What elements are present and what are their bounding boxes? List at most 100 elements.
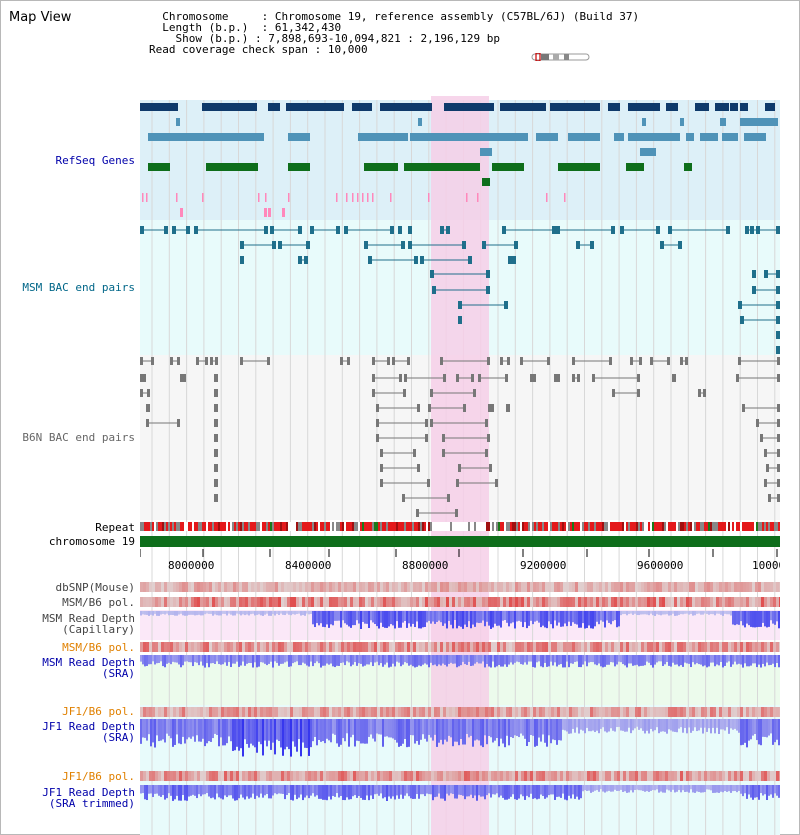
jf1-depth-sra-bar xyxy=(720,719,722,730)
msm-depth-sra-bar xyxy=(200,655,202,662)
repeat-block xyxy=(392,522,394,531)
dbsnp-heat xyxy=(167,582,170,592)
genome-map-plot[interactable]: 8000000840000088000009200000960000010000… xyxy=(140,96,780,835)
jf1-depth-sra-bar xyxy=(614,719,616,732)
jf1-pol2-heat xyxy=(653,771,656,781)
jf1-pol-heat xyxy=(497,707,500,717)
jf1-pol-heat xyxy=(212,707,215,717)
msm-pol2-heat xyxy=(710,642,713,652)
msm-pol2-heat xyxy=(698,642,701,652)
repeat-block xyxy=(532,522,534,531)
jf1-depth-trimmed-bar xyxy=(440,785,442,799)
msm-pol2-heat xyxy=(374,642,377,652)
jf1-depth-trimmed-bar xyxy=(562,785,564,794)
dbsnp-heat xyxy=(668,582,671,592)
jf1-pol2-heat xyxy=(542,771,545,781)
repeat-block xyxy=(466,522,468,531)
dbsnp-heat xyxy=(374,582,377,592)
jf1-pol-heat xyxy=(167,707,170,717)
jf1-depth-trimmed-bar xyxy=(230,785,232,796)
msm-pol2-heat xyxy=(473,642,476,652)
msm-pol-heat xyxy=(284,597,287,607)
jf1-pol-heat xyxy=(272,707,275,717)
repeat-block xyxy=(700,522,702,531)
jf1-pol-heat xyxy=(722,707,725,717)
msm-depth-capillary-bar xyxy=(370,611,372,621)
dbsnp-heat xyxy=(596,582,599,592)
msm-depth-capillary-bar xyxy=(546,611,548,629)
bac-end-marker xyxy=(512,256,516,264)
msm-pol-heat xyxy=(488,597,491,607)
bac-end-marker xyxy=(306,241,310,249)
repeat-block xyxy=(748,522,750,531)
msm-depth-capillary-bar xyxy=(512,611,514,623)
jf1-depth-trimmed-bar xyxy=(646,785,648,792)
repeat-block xyxy=(542,522,544,531)
jf1-pol2-heat xyxy=(182,771,185,781)
bac-end-marker xyxy=(572,357,575,365)
msm-pol-heat xyxy=(305,597,308,607)
msm-depth-capillary-bar xyxy=(670,611,672,616)
msm-depth-sra-bar xyxy=(450,655,452,663)
jf1-pol-heat xyxy=(674,707,677,717)
msm-depth-capillary-bar xyxy=(584,611,586,629)
jf1-depth-trimmed-bar xyxy=(634,785,636,791)
repeat-block xyxy=(554,522,556,531)
msm-depth-capillary-bar xyxy=(504,611,506,621)
refseq-mark xyxy=(202,193,204,202)
repeat-block xyxy=(180,522,182,531)
bac-end-marker xyxy=(637,389,640,397)
msm-pol2-heat xyxy=(422,642,425,652)
dbsnp-heat xyxy=(344,582,347,592)
jf1-pol2-heat xyxy=(386,771,389,781)
jf1-depth-sra-bar xyxy=(270,719,272,750)
msm-depth-capillary-bar xyxy=(708,611,710,615)
msm-pol2-heat xyxy=(338,642,341,652)
repeat-block xyxy=(624,522,626,531)
dbsnp-heat xyxy=(401,582,404,592)
msm-pol2-heat xyxy=(224,642,227,652)
repeat-block xyxy=(574,522,576,531)
msm-depth-capillary-bar xyxy=(216,611,218,616)
msm-pol-heat xyxy=(260,597,263,607)
dbsnp-heat xyxy=(488,582,491,592)
msm-depth-capillary-bar xyxy=(418,611,420,629)
jf1-depth-sra-bar xyxy=(558,719,560,741)
jf1-depth-trimmed-bar xyxy=(746,785,748,799)
msm-depth-capillary-bar xyxy=(378,611,380,629)
chromosome-ideogram[interactable] xyxy=(531,53,590,61)
repeat-block xyxy=(258,522,260,531)
jf1-pol-heat xyxy=(569,707,572,717)
msm-depth-sra-bar xyxy=(182,655,184,666)
jf1-depth-trimmed-bar xyxy=(410,785,412,799)
dbsnp-heat xyxy=(413,582,416,592)
repeat-block xyxy=(388,522,390,531)
msm-depth-capillary-bar xyxy=(700,611,702,615)
repeat-block xyxy=(160,522,162,531)
jf1-depth-trimmed-bar xyxy=(392,785,394,797)
msm-pol-heat xyxy=(719,597,722,607)
jf1-depth-sra-bar xyxy=(278,719,280,742)
jf1-depth-sra-bar xyxy=(208,719,210,742)
repeat-block xyxy=(364,522,366,531)
jf1-depth-sra-bar xyxy=(626,719,628,732)
msm-depth-sra-bar xyxy=(188,655,190,663)
repeat-block xyxy=(144,522,146,531)
msm-pol-heat xyxy=(461,597,464,607)
jf1-depth-sra-bar xyxy=(508,719,510,746)
jf1-depth-sra-bar xyxy=(628,719,630,728)
jf1-pol2-heat xyxy=(326,771,329,781)
jf1-pol2-heat xyxy=(233,771,236,781)
jf1-pol-heat xyxy=(689,707,692,717)
msm-pol-heat xyxy=(470,597,473,607)
repeat-block xyxy=(668,522,670,531)
repeat-block xyxy=(620,522,622,531)
msm-depth-sra-bar xyxy=(310,655,312,662)
bac-end-marker xyxy=(656,226,660,234)
msm-depth-capillary-bar xyxy=(444,611,446,624)
jf1-depth-sra-bar xyxy=(276,719,278,740)
jf1-depth-sra-bar xyxy=(182,719,184,737)
bac-end-marker xyxy=(777,357,780,365)
msm-depth-sra-bar xyxy=(590,655,592,662)
jf1-pol-heat xyxy=(140,707,143,717)
